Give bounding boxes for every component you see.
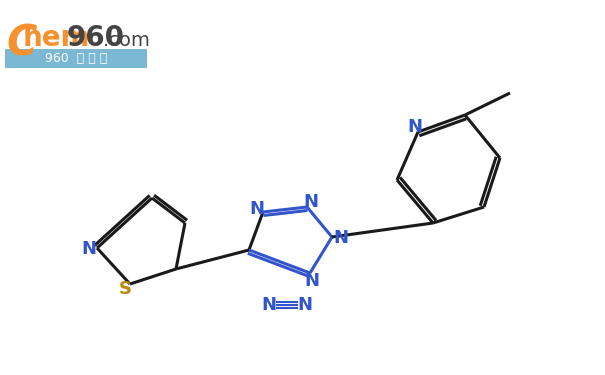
Text: S: S: [119, 280, 131, 298]
Text: N: N: [304, 193, 318, 211]
Text: N: N: [82, 240, 97, 258]
FancyBboxPatch shape: [5, 49, 147, 68]
Text: .com: .com: [103, 30, 151, 50]
Text: hem: hem: [23, 24, 91, 52]
Text: 960: 960: [67, 24, 125, 52]
Text: 960  化 工 网: 960 化 工 网: [45, 53, 107, 66]
Text: N: N: [408, 118, 422, 136]
Text: N: N: [261, 296, 276, 314]
Text: N: N: [298, 296, 313, 314]
Text: C: C: [7, 22, 38, 64]
Text: N: N: [304, 272, 319, 290]
Text: N: N: [333, 229, 348, 247]
Text: N: N: [249, 200, 264, 218]
